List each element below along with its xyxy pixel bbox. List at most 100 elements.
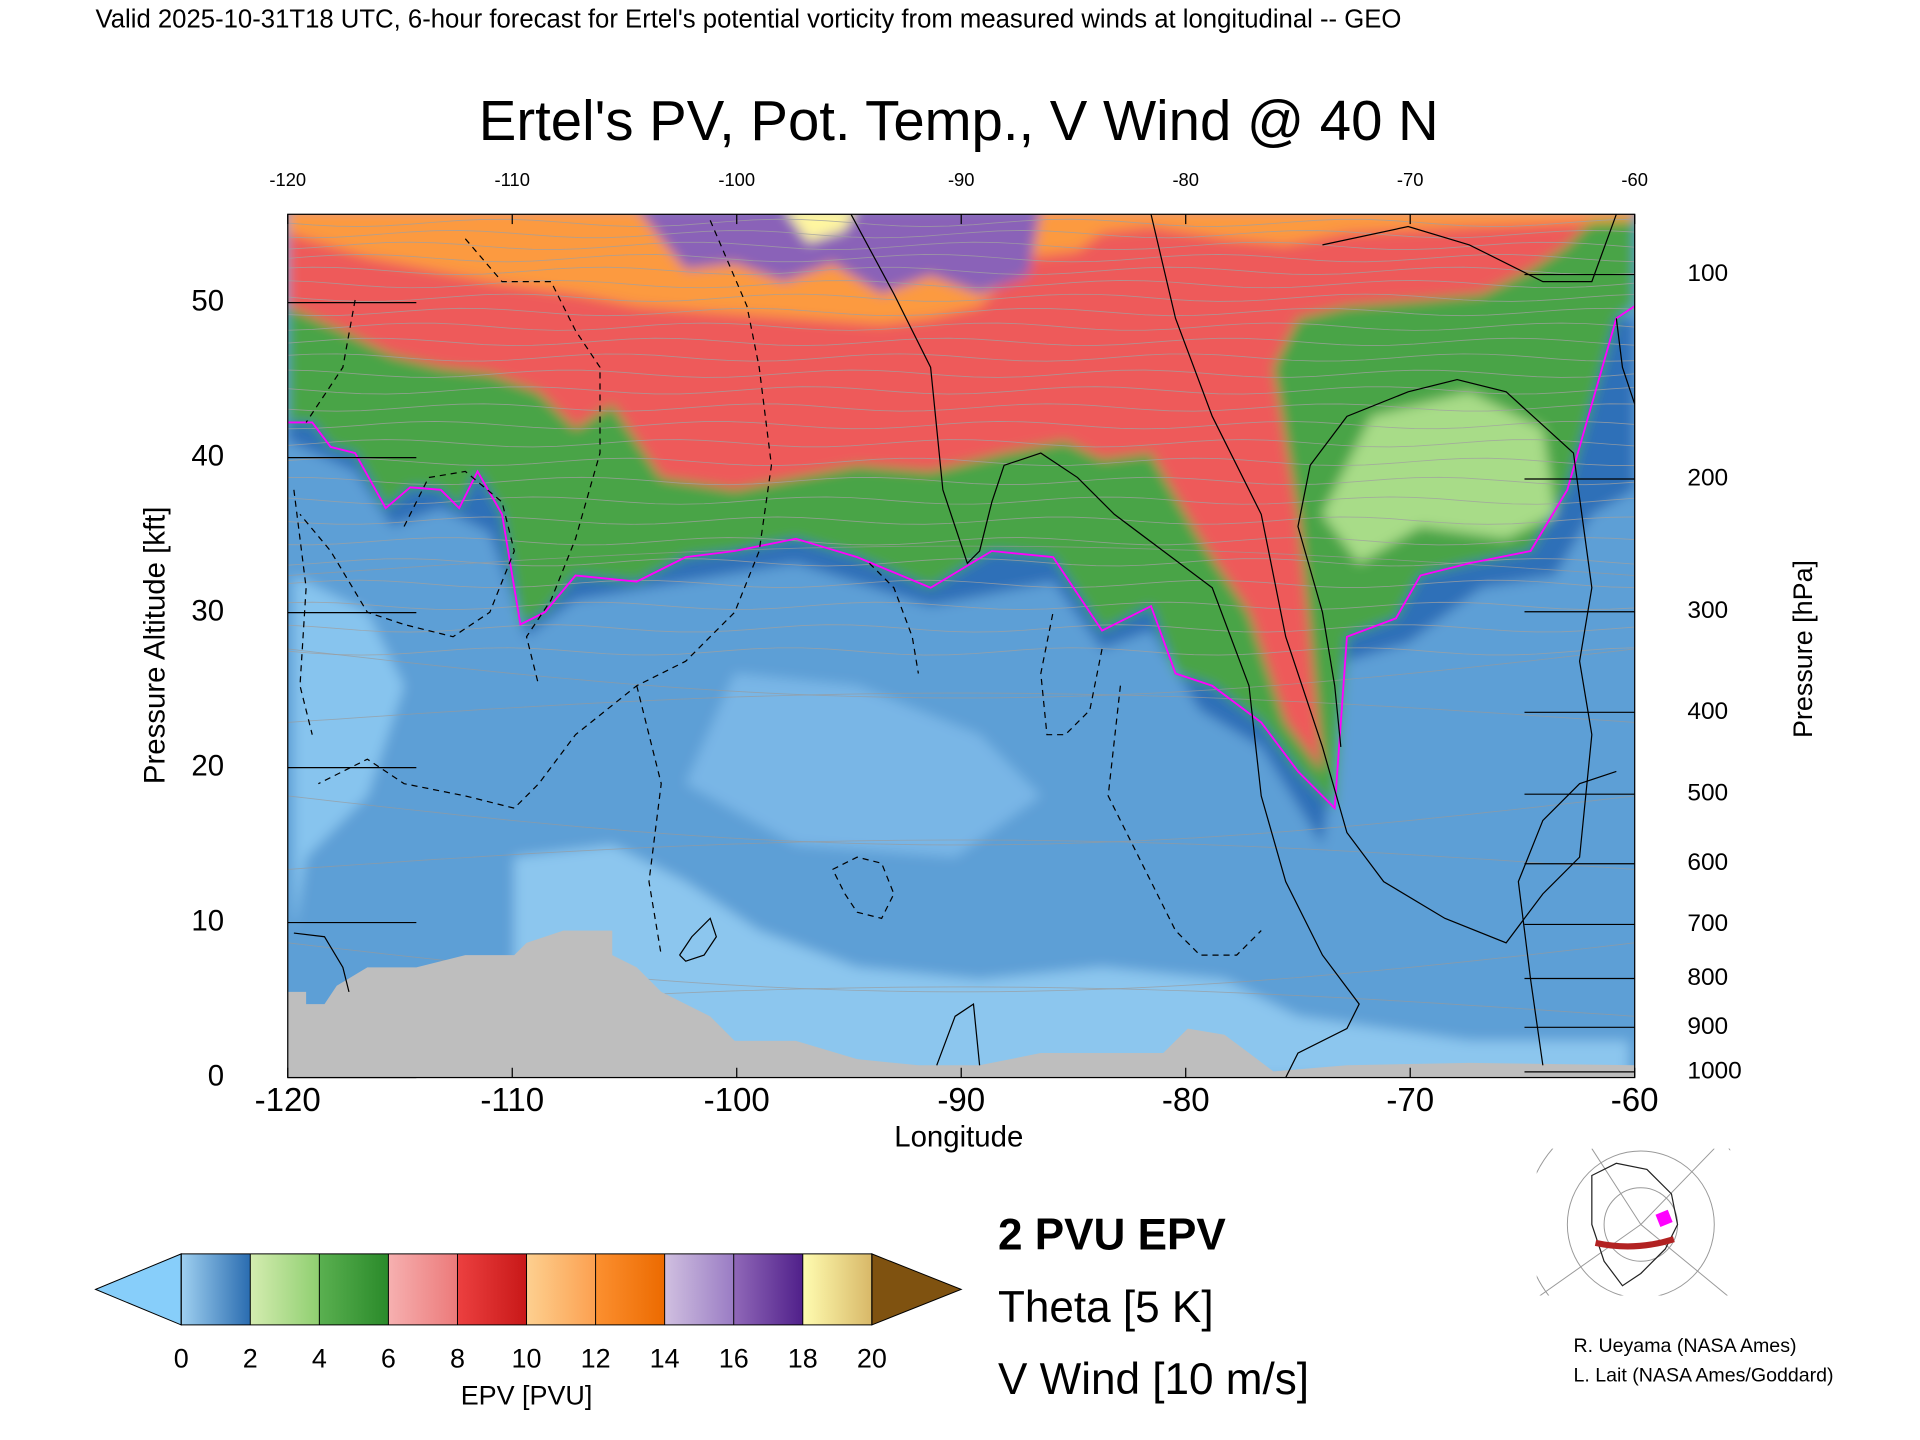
y-tick-label: 40 (191, 439, 224, 472)
theta-line (287, 230, 1635, 239)
legend-entry: 2 PVU EPV (998, 1211, 1226, 1260)
theta-line (287, 241, 1635, 250)
colorbar-segment (733, 1253, 803, 1325)
theta-line (287, 692, 1635, 723)
colorbar-under (94, 1253, 182, 1326)
legend-entry: V Wind [10 m/s] (998, 1355, 1309, 1404)
y-tick-label: 0 (208, 1059, 224, 1092)
theta-line (287, 439, 1635, 448)
colorbar-segment (457, 1253, 527, 1325)
x-tick-label: -90 (937, 1082, 985, 1119)
y2-tick-label: 700 (1687, 910, 1728, 937)
colorbar-segment (388, 1253, 458, 1325)
colorbar-segment (181, 1253, 251, 1325)
theta-line (287, 558, 1635, 567)
colorbar-segment (664, 1253, 734, 1325)
y2-tick-label: 600 (1687, 849, 1728, 876)
y-tick-label: 10 (191, 904, 224, 937)
y2-tick-label: 200 (1687, 464, 1728, 491)
theta-line (287, 293, 1635, 302)
x-tick-label: -120 (255, 1082, 321, 1119)
colorbar-segment (250, 1253, 320, 1325)
theta-line (287, 839, 1635, 870)
y-tick-label: 50 (191, 284, 224, 317)
theta-line (287, 254, 1635, 263)
theta-line (287, 648, 1635, 699)
legend: 2 PVU EPV Theta [5 K] V Wind [10 m/s] (998, 1211, 1309, 1404)
vwind-contours (293, 214, 1635, 1078)
plot-field (287, 214, 1635, 1078)
x-tick-label: -80 (1162, 1082, 1210, 1119)
theta-line (287, 496, 1635, 505)
y2-tick-label: 100 (1687, 260, 1728, 287)
x-tick-label: -100 (704, 1082, 770, 1119)
theta-line (287, 403, 1635, 412)
theta-line (287, 353, 1635, 362)
x-top-tick-label: -90 (948, 169, 975, 190)
colorbar-tick-label: 4 (312, 1344, 327, 1374)
colorbar-tick-label: 12 (581, 1344, 611, 1374)
colorbar-frame (180, 1253, 873, 1326)
colorbar-segment (802, 1253, 872, 1325)
colorbar-segment (595, 1253, 665, 1325)
colorbar-tick-label: 8 (450, 1344, 465, 1374)
theta-line (287, 266, 1635, 275)
y2-tick-label: 300 (1687, 597, 1728, 624)
y2-tick-label: 900 (1687, 1013, 1728, 1040)
colorbar: 0 2 4 6 8 10 12 14 16 18 20 (94, 1253, 963, 1374)
axes: -120 -120 -110 -110 -100 -100 -90 -90 -80 -80 -70 -… (191, 169, 1741, 1119)
theta-line (287, 476, 1635, 486)
theta-line (287, 579, 1635, 588)
y2-tick-label: 800 (1687, 964, 1728, 991)
x-tick-label: -70 (1386, 1082, 1434, 1119)
theta-line (287, 457, 1635, 466)
x-top-tick-label: -100 (718, 169, 755, 190)
x-top-tick-label: -60 (1621, 169, 1648, 190)
x-top-tick-label: -80 (1172, 169, 1199, 190)
theta-line (287, 337, 1635, 346)
y-tick-label: 30 (191, 594, 224, 627)
colorbar-segment (526, 1253, 596, 1325)
x-axis-label: Longitude (894, 1121, 1023, 1154)
plot-frame (287, 213, 1636, 1079)
terrain (287, 930, 1635, 1078)
theta-line (287, 624, 1635, 633)
theta-line (287, 795, 1635, 846)
colorbar-tick-label: 0 (174, 1344, 189, 1374)
legend-entry: Theta [5 K] (998, 1283, 1214, 1332)
credit: R. Ueyama (NASA Ames) (1573, 1335, 1796, 1357)
colorbar-tick-label: 20 (857, 1344, 887, 1374)
x-top-tick-label: -110 (495, 169, 530, 190)
y-axis-label: Pressure Altitude [kft] (139, 507, 172, 785)
theta-line (287, 516, 1635, 525)
y2-tick-label: 500 (1687, 780, 1728, 807)
theta-contours (287, 218, 1635, 1017)
x-tick-label: -110 (480, 1082, 544, 1119)
credit: L. Lait (NASA Ames/Goddard) (1573, 1364, 1833, 1386)
colorbar-tick-label: 18 (788, 1344, 818, 1374)
header: Valid 2025-10-31T18 UTC, 6-hour forecast… (96, 6, 1402, 34)
colorbar-tick-label: 10 (512, 1344, 542, 1374)
theta-line (287, 421, 1635, 430)
theta-line (287, 322, 1635, 331)
colorbar-over (871, 1253, 963, 1326)
y2-axis-label: Pressure [hPa] (1788, 560, 1818, 738)
theta-line (287, 386, 1635, 395)
colorbar-segment (319, 1253, 389, 1325)
theta-line (287, 647, 1635, 656)
inset-map (1536, 1148, 1731, 1296)
colorbar-tick-label: 14 (650, 1344, 680, 1374)
theta-line (287, 307, 1635, 317)
x-top-tick-label: -120 (269, 169, 306, 190)
colorbar-label: EPV [PVU] (461, 1380, 593, 1410)
theta-line (287, 369, 1635, 378)
theta-line (287, 601, 1635, 610)
x-top-tick-label: -70 (1397, 169, 1424, 190)
y-tick-label: 20 (191, 749, 224, 782)
y2-tick-label: 400 (1687, 698, 1728, 725)
chart-title: Ertel's PV, Pot. Temp., V Wind @ 40 N (479, 89, 1439, 152)
colorbar-tick-label: 6 (381, 1344, 396, 1374)
colorbar-tick-label: 16 (719, 1344, 749, 1374)
